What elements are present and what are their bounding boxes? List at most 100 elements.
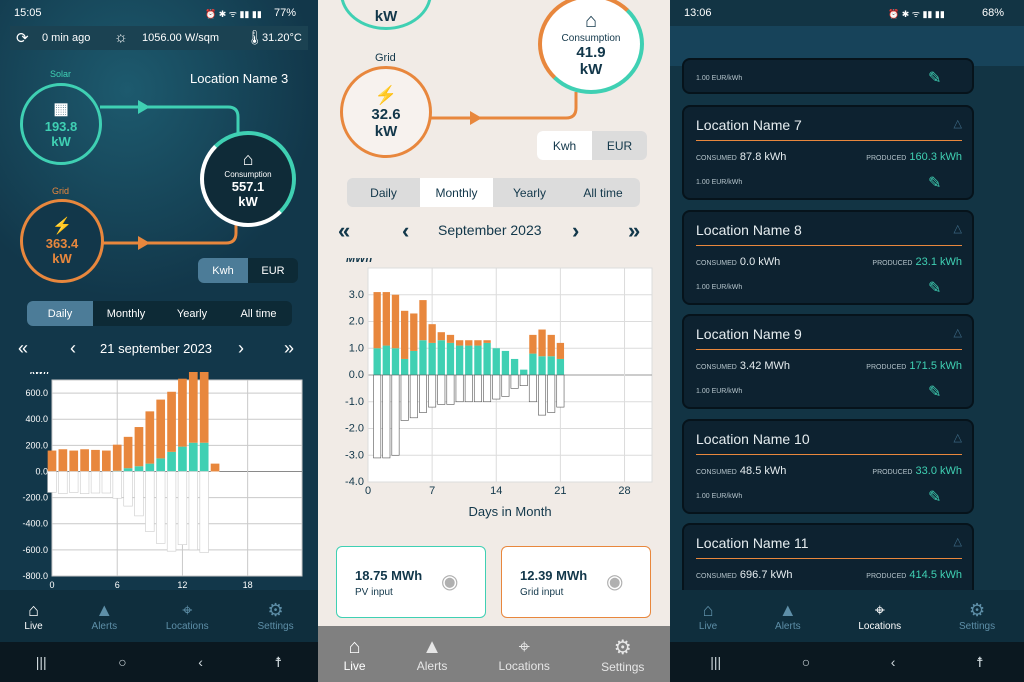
- location-card[interactable]: Location Name 8 △ CONSUMED 0.0 kWh PRODUCED…: [682, 210, 974, 305]
- first-page-icon[interactable]: «: [18, 338, 29, 358]
- eye-icon[interactable]: ◉: [441, 571, 459, 593]
- accessibility-icon[interactable]: ☨: [274, 653, 283, 670]
- solar-label: Solar: [50, 69, 72, 79]
- consumption-bar: [409, 374, 418, 419]
- tab-daily-light[interactable]: Daily: [370, 185, 397, 200]
- flow-lines: [100, 100, 240, 250]
- tab-yearly-light[interactable]: Yearly: [513, 185, 546, 200]
- consumption-bar: [538, 374, 547, 416]
- x-axis-label: Days in Month: [468, 504, 551, 519]
- edit-pencil-icon[interactable]: ✎: [928, 489, 942, 506]
- consumption-bar: [166, 471, 177, 552]
- grid-bar: [428, 324, 436, 343]
- consumption-bar: [69, 471, 79, 493]
- power-tower-icon: ⚡: [52, 218, 72, 235]
- last-update: 0 min ago: [42, 32, 91, 44]
- last-page-icon[interactable]: »: [284, 338, 295, 358]
- edit-pencil-icon[interactable]: ✎: [928, 280, 942, 297]
- edit-pencil-icon[interactable]: ✎: [928, 70, 942, 87]
- next-icon[interactable]: ›: [238, 338, 244, 358]
- home-system-icon[interactable]: ○: [118, 654, 127, 670]
- next-icon-light[interactable]: ›: [572, 218, 580, 243]
- location-card[interactable]: Location Name 7 △ CONSUMED 87.8 kWh PRODUCE…: [682, 105, 974, 200]
- consumption-bar: [473, 374, 482, 403]
- produced-row: PRODUCED 414.5 kWh: [866, 569, 962, 581]
- tab-daily[interactable]: Daily: [27, 301, 93, 326]
- nav-alerts-light[interactable]: ▲ Alerts: [417, 636, 448, 673]
- tab-monthly-light[interactable]: Monthly: [420, 178, 493, 207]
- edit-pencil-icon[interactable]: ✎: [928, 384, 942, 401]
- house-icon-light: ⌂: [584, 10, 598, 32]
- tab-monthly[interactable]: Monthly: [106, 307, 146, 320]
- nav-live[interactable]: ⌂ Live: [24, 600, 42, 632]
- alert-triangle-icon[interactable]: △: [953, 327, 962, 339]
- grid-input-card[interactable]: 12.39 MWh Grid input ◉: [501, 546, 651, 618]
- tab-yearly[interactable]: Yearly: [176, 307, 208, 320]
- nav-locations-3[interactable]: ⌖ Locations: [858, 600, 901, 632]
- tab-all-time[interactable]: All time: [240, 307, 277, 320]
- accessibility-icon[interactable]: ☨: [976, 653, 984, 670]
- refresh-icon[interactable]: ⟳: [16, 30, 29, 47]
- nav-locations[interactable]: ⌖ Locations: [166, 600, 209, 632]
- eye-icon[interactable]: ◉: [606, 571, 624, 593]
- location-card[interactable]: Location Name 9 △ CONSUMED 3.42 MWh PRODUCE…: [682, 314, 974, 409]
- alert-icon: ▲: [95, 600, 114, 620]
- recent-apps-icon[interactable]: |||: [710, 654, 722, 670]
- first-page-icon-light[interactable]: «: [338, 218, 351, 243]
- consumption-bar: [47, 471, 57, 493]
- x-tick-label: 21: [554, 485, 566, 497]
- consumption-bar: [428, 374, 437, 408]
- kwh-button-light[interactable]: Kwh: [537, 131, 592, 160]
- nav-locations-light[interactable]: ⌖ Locations: [499, 636, 550, 673]
- eur-button[interactable]: EUR: [261, 264, 285, 277]
- previous-icon[interactable]: ‹: [70, 338, 76, 358]
- nav-settings[interactable]: ⚙ Settings: [257, 600, 293, 632]
- nav-settings-3[interactable]: ⚙ Settings: [959, 600, 995, 632]
- consumption-bar: [210, 471, 220, 478]
- consumed-label: CONSUMED: [696, 364, 737, 371]
- location-card[interactable]: Location Name 10 △ CONSUMED 48.5 kWh PRODUC…: [682, 419, 974, 514]
- previous-icon-light[interactable]: ‹: [402, 218, 410, 243]
- status-icons: ⏰ ✱ ᯤ ▮▮ ▮▮: [205, 9, 262, 19]
- alert-triangle-icon[interactable]: △: [953, 536, 962, 548]
- locations-screen: 13:06 ⏰ ✱ ᯤ ▮▮ ▮▮ 68% 1.00 EUR/kWh ✎ Loc…: [670, 0, 1024, 682]
- alert-triangle-icon[interactable]: △: [953, 432, 962, 444]
- alert-triangle-icon[interactable]: △: [953, 118, 962, 130]
- nav-alerts-3[interactable]: ▲ Alerts: [775, 600, 801, 632]
- tab-all-time-light[interactable]: All time: [583, 185, 623, 200]
- grid-node-light[interactable]: ⚡ 32.6 kW: [340, 66, 432, 158]
- eur-button-light[interactable]: EUR: [606, 138, 633, 153]
- x-tick-label: 0: [365, 485, 371, 497]
- pv-bar: [391, 348, 400, 375]
- back-icon[interactable]: ‹: [890, 654, 896, 670]
- live-screen-light: kW Grid ⚡ 32.6 kW ⌂ Consumption 41.9 kW …: [318, 0, 670, 682]
- recent-apps-icon[interactable]: |||: [35, 654, 47, 670]
- last-page-icon-light[interactable]: »: [628, 218, 641, 243]
- consumption-bar: [400, 374, 409, 421]
- consumption-node[interactable]: ⌂ Consumption 557.1 kW: [200, 131, 296, 227]
- monthly-chart: 3.0 2.0 1.0 0.0 -1.0 -2.0 -3.0 -4.00 7 14 21 28 MWh D…: [345, 258, 653, 519]
- x-tick-label: 12: [177, 580, 187, 590]
- grid-bar: [188, 372, 198, 443]
- alert-triangle-icon[interactable]: △: [953, 223, 962, 235]
- consumption-node-light[interactable]: ⌂ Consumption 41.9 kW: [538, 0, 644, 94]
- consumption-unit: kW: [238, 194, 258, 209]
- edit-pencil-icon[interactable]: ✎: [928, 175, 942, 192]
- pv-bar: [145, 463, 155, 472]
- price-label: 1.00 EUR/kWh: [696, 493, 743, 500]
- nav-live-light[interactable]: ⌂ Live: [344, 636, 366, 673]
- nav-live-3[interactable]: ⌂ Live: [699, 600, 717, 632]
- flow-lines-light: [430, 92, 578, 125]
- pv-input-card[interactable]: 18.75 MWh PV input ◉: [336, 546, 486, 618]
- gear-icon: ⚙: [267, 600, 284, 620]
- grid-node[interactable]: ⚡ 363.4 kW: [20, 199, 104, 283]
- nav-settings-light[interactable]: ⚙ Settings: [601, 635, 644, 674]
- home-system-icon[interactable]: ○: [801, 654, 811, 670]
- solar-node[interactable]: ▦ 193.8 kW: [20, 83, 102, 165]
- location-card-title: Location Name 8: [696, 222, 802, 238]
- grid-bar: [538, 329, 546, 357]
- location-card-partial[interactable]: 1.00 EUR/kWh ✎: [682, 58, 974, 94]
- kwh-button[interactable]: Kwh: [198, 258, 248, 283]
- nav-alerts[interactable]: ▲ Alerts: [92, 600, 118, 632]
- back-icon[interactable]: ‹: [198, 654, 203, 670]
